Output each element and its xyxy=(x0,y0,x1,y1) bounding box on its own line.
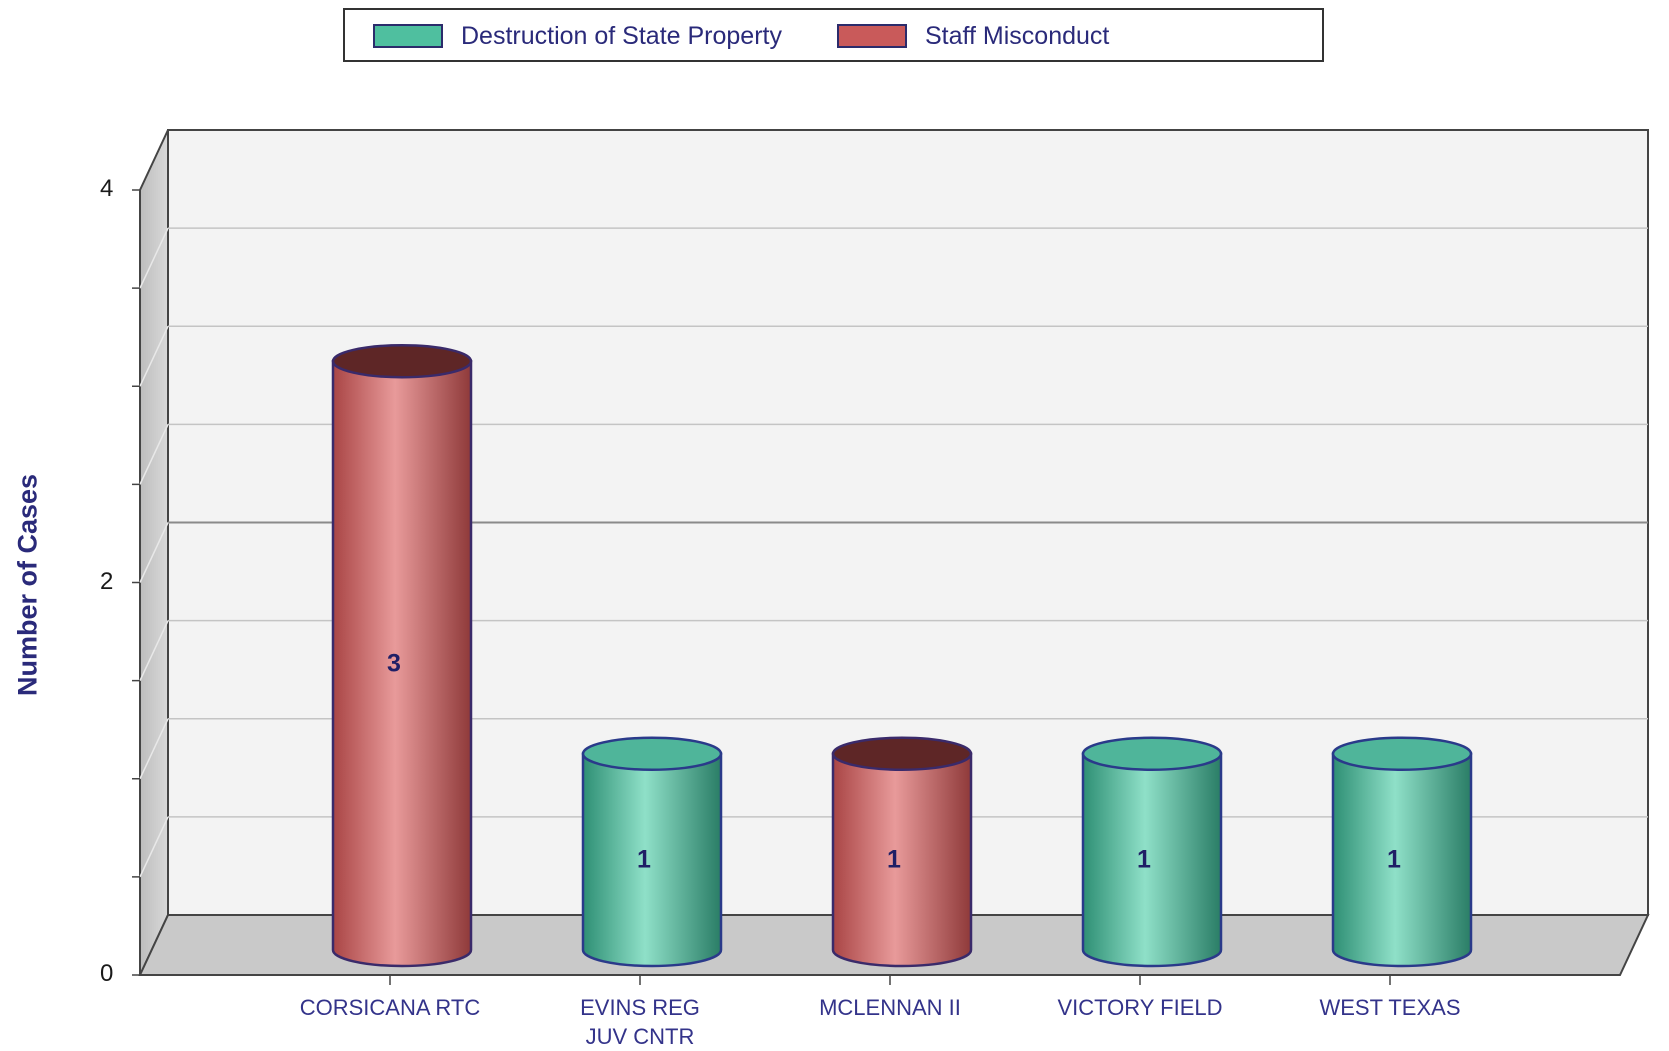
legend-item-misconduct: Staff Misconduct xyxy=(837,22,1109,50)
data-label-mclennan-ii: 1 xyxy=(887,845,901,874)
grid-line-side xyxy=(139,816,169,878)
bar-west-texas xyxy=(1331,752,1473,968)
grid-line-side xyxy=(139,718,169,780)
x-tick-label-mclennan-ii: MCLENNAN II xyxy=(819,995,961,1020)
chart-legend: Destruction of State Property Staff Misc… xyxy=(343,8,1324,62)
grid-line-side xyxy=(139,620,169,681)
legend-swatch-destruction xyxy=(373,24,443,48)
legend-swatch-misconduct xyxy=(837,24,907,48)
bar-mclennan-ii xyxy=(831,752,973,968)
x-tick-label-corsicana-rtc: CORSICANA RTC xyxy=(299,995,481,1020)
bar-victory-field xyxy=(1081,752,1223,968)
x-tick-label-victory-field: VICTORY FIELD xyxy=(1057,995,1223,1020)
legend-item-destruction: Destruction of State Property xyxy=(373,22,782,50)
bar-top-victory-field xyxy=(1081,736,1223,771)
bar-top-evins-reg-juv-cntr xyxy=(581,736,723,771)
bar-corsicana-rtc xyxy=(331,360,473,968)
data-label-corsicana-rtc: 3 xyxy=(387,649,401,678)
grid-line-side xyxy=(139,325,169,387)
legend-label-destruction: Destruction of State Property xyxy=(461,21,782,50)
y-tick-label: 0 xyxy=(100,960,114,987)
bar-top-mclennan-ii xyxy=(831,736,973,771)
y-tick-label: 4 xyxy=(100,175,114,202)
grid-line-side xyxy=(139,227,169,289)
data-label-west-texas: 1 xyxy=(1387,845,1401,874)
bar-evins-reg-juv-cntr xyxy=(581,752,723,968)
grid-line-side xyxy=(139,522,169,583)
data-label-victory-field: 1 xyxy=(1137,845,1151,874)
x-tick-label-evins-reg-juv-cntr: EVINS REG JUV CNTR xyxy=(580,995,700,1049)
bar-top-corsicana-rtc xyxy=(331,344,473,379)
bar-top-west-texas xyxy=(1331,736,1473,771)
legend-label-misconduct: Staff Misconduct xyxy=(925,21,1110,50)
x-tick-label-west-texas: WEST TEXAS xyxy=(1319,995,1461,1020)
data-label-evins-reg-juv-cntr: 1 xyxy=(637,845,651,874)
grid-line-side xyxy=(139,424,169,485)
y-tick-label: 2 xyxy=(100,567,114,595)
